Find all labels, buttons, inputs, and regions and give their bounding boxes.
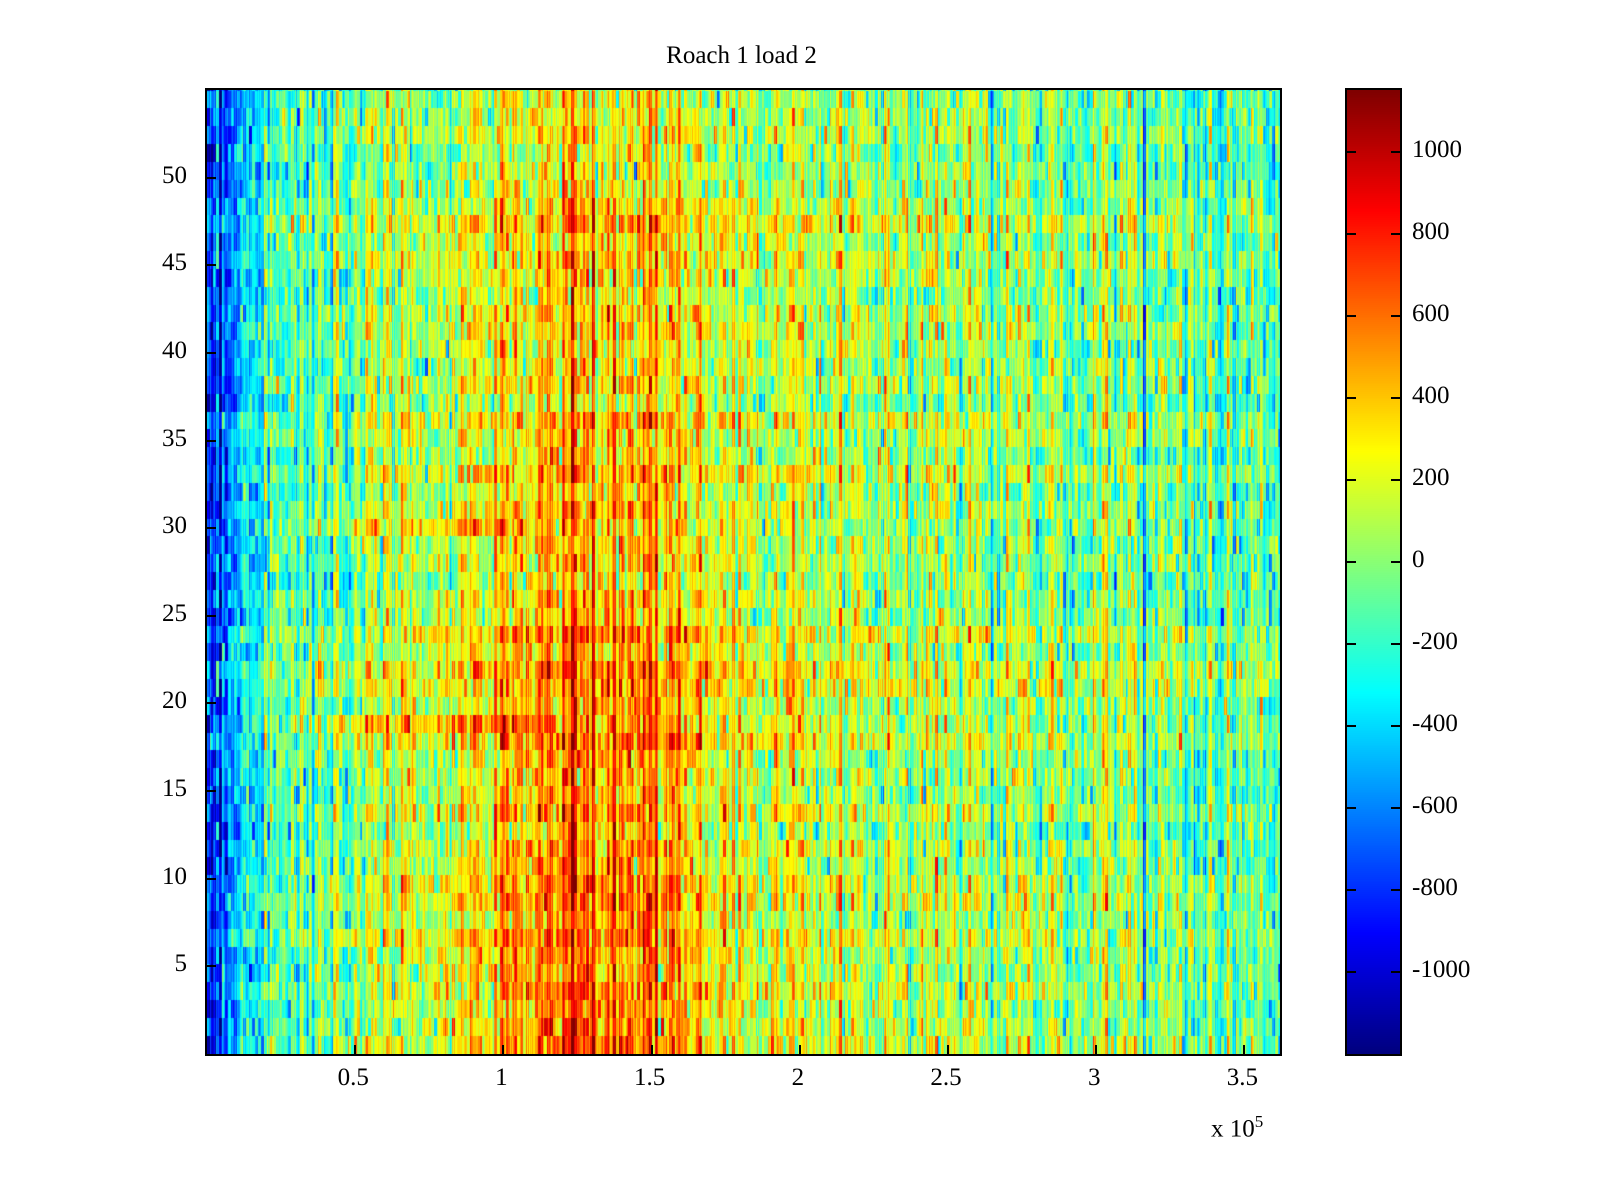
colorbar-tick	[1391, 150, 1400, 153]
colorbar-tick-label: -600	[1412, 791, 1458, 819]
colorbar-tick	[1347, 560, 1356, 563]
x-axis-tick-label: 3.5	[1226, 1064, 1259, 1091]
x-axis-tick-label: 1	[495, 1064, 508, 1091]
x-axis-tick-label: 1.5	[633, 1064, 666, 1091]
colorbar-tick-label: 800	[1412, 217, 1450, 245]
x-axis-tick	[354, 1045, 357, 1054]
colorbar[interactable]	[1345, 88, 1402, 1056]
y-axis-tick	[207, 702, 216, 705]
y-axis-tick	[207, 877, 216, 880]
colorbar-tick	[1347, 396, 1356, 399]
y-axis-tick	[207, 614, 216, 617]
colorbar-tick-label: -1000	[1412, 955, 1471, 983]
y-axis-tick-label: 50	[162, 161, 187, 189]
colorbar-tick-label: 200	[1412, 463, 1450, 491]
colorbar-tick-label: -800	[1412, 873, 1458, 901]
colorbar-tick	[1347, 888, 1356, 891]
colorbar-tick	[1391, 724, 1400, 727]
x-axis-tick	[1243, 1045, 1246, 1054]
x-axis-tick-label: 2.5	[930, 1064, 962, 1091]
colorbar-tick-label: -200	[1412, 627, 1458, 655]
x-axis-tick	[650, 1045, 653, 1054]
heatmap-image[interactable]	[207, 90, 1280, 1054]
colorbar-tick	[1391, 314, 1400, 317]
x-axis-tick	[947, 1045, 950, 1054]
y-axis-tick-label: 5	[174, 950, 188, 978]
y-axis-tick	[207, 176, 216, 179]
x-axis-exponent-label: x 105	[1211, 1112, 1264, 1143]
x-axis-tick	[502, 1045, 505, 1054]
colorbar-tick-label: 0	[1412, 545, 1425, 573]
colorbar-tick-label: 600	[1412, 299, 1450, 327]
colorbar-tick	[1347, 724, 1356, 727]
y-axis-tick	[207, 351, 216, 354]
colorbar-tick	[1391, 970, 1400, 973]
x-axis-tick	[1095, 1045, 1098, 1054]
heatmap-axes[interactable]	[205, 88, 1282, 1056]
y-axis-tick	[207, 965, 216, 968]
x-axis-tick-label: 0.5	[337, 1064, 369, 1091]
colorbar-tick	[1391, 888, 1400, 891]
colorbar-tick	[1347, 232, 1356, 235]
colorbar-tick	[1391, 560, 1400, 563]
colorbar-tick-label: 400	[1412, 381, 1450, 409]
y-axis-tick	[207, 264, 216, 267]
y-axis-tick-label: 25	[162, 599, 187, 627]
x-axis-exponent-power: 5	[1254, 1112, 1264, 1131]
colorbar-tick	[1391, 642, 1400, 645]
x-axis-tick-label: 2	[791, 1064, 805, 1091]
colorbar-tick	[1391, 806, 1400, 809]
colorbar-tick	[1391, 232, 1400, 235]
page-title: Roach 1 load 2	[666, 42, 817, 69]
y-axis-tick-label: 20	[162, 687, 187, 715]
colorbar-tick	[1347, 970, 1356, 973]
colorbar-tick	[1391, 478, 1400, 481]
y-axis-tick-label: 35	[162, 424, 187, 452]
y-axis-tick-label: 45	[162, 249, 187, 277]
y-axis-tick	[207, 790, 216, 793]
y-axis-tick	[207, 527, 216, 530]
x-axis-tick-label: 3	[1087, 1064, 1101, 1091]
colorbar-tick	[1347, 478, 1356, 481]
y-axis-tick-label: 40	[162, 336, 187, 364]
y-axis-tick-label: 15	[162, 775, 187, 803]
x-axis-tick	[798, 1045, 801, 1054]
colorbar-tick-label: -400	[1412, 709, 1458, 737]
colorbar-tick	[1347, 150, 1356, 153]
y-axis-tick-label: 10	[162, 862, 187, 890]
y-axis-tick-label: 30	[162, 512, 187, 540]
colorbar-tick	[1347, 806, 1356, 809]
colorbar-tick	[1347, 642, 1356, 645]
y-axis-tick	[207, 439, 216, 442]
colorbar-tick	[1391, 396, 1400, 399]
colorbar-gradient	[1347, 90, 1400, 1054]
colorbar-tick	[1347, 314, 1356, 317]
colorbar-tick-label: 1000	[1412, 135, 1462, 163]
